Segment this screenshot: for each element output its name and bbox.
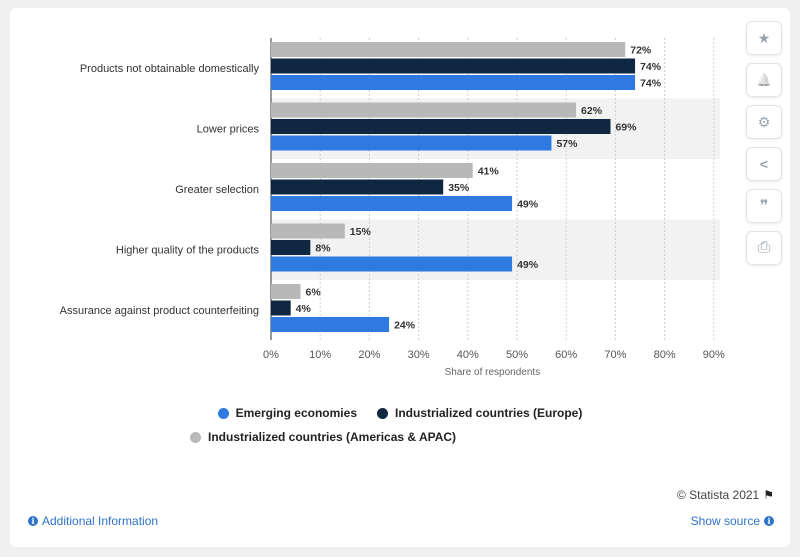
x-tick-label: 40% [457, 349, 479, 361]
show-source-link[interactable]: Show source i [691, 514, 774, 528]
bar [271, 42, 626, 57]
x-axis-title: Share of respondents [445, 367, 541, 378]
bar [271, 75, 636, 90]
data-label: 49% [517, 199, 539, 211]
legend-label-europe: Industrialized countries (Europe) [395, 406, 583, 420]
bar [271, 58, 636, 74]
bell-icon: 🔔 [756, 73, 772, 87]
legend-dot-emerging [217, 407, 229, 419]
data-label: 15% [350, 226, 372, 238]
legend-item-europe[interactable]: Industrialized countries (Europe) [377, 406, 582, 420]
data-label: 62% [581, 105, 603, 117]
bar [271, 102, 577, 118]
info-icon: i [764, 516, 774, 526]
bar [271, 256, 513, 272]
x-tick-label: 0% [263, 349, 279, 361]
quote-icon: ❞ [759, 198, 769, 215]
additional-info-label: Additional Information [42, 514, 159, 528]
data-label: 69% [615, 122, 637, 134]
notification-button[interactable]: 🔔 [746, 63, 782, 97]
gear-icon: ⚙ [757, 113, 771, 130]
print-icon: ⎙ [757, 239, 771, 256]
legend-label-emerging: Emerging economies [235, 406, 357, 420]
bar [271, 119, 611, 134]
legend-row-1: Emerging economies Industrialized countr… [0, 406, 800, 420]
x-tick-label: 60% [555, 349, 577, 361]
data-label: 24% [394, 320, 416, 332]
bar [271, 284, 301, 299]
data-label: 4% [296, 303, 312, 315]
x-tick-label: 80% [654, 349, 676, 361]
bar [271, 163, 473, 178]
x-tick-label: 20% [358, 349, 380, 361]
share-button[interactable]: < [746, 147, 782, 181]
data-label: 41% [478, 166, 500, 178]
bar [271, 317, 390, 332]
data-label: 74% [640, 61, 662, 73]
x-tick-label: 10% [309, 349, 331, 361]
star-icon: ★ [757, 29, 771, 46]
settings-button[interactable]: ⚙ [746, 105, 782, 139]
copyright: © Statista 2021 ⚑ [677, 488, 774, 502]
bar [271, 135, 552, 151]
show-source-label: Show source [690, 514, 760, 528]
category-label: Lower prices [197, 124, 260, 136]
data-label: 74% [640, 78, 662, 90]
data-label: 6% [306, 287, 322, 299]
flag-icon[interactable]: ⚑ [763, 488, 774, 502]
legend-row-2: Industrialized countries (Americas & APA… [0, 430, 800, 444]
bar [271, 223, 345, 239]
category-label: Higher quality of the products [116, 245, 260, 257]
bar [271, 240, 311, 255]
favorite-button[interactable]: ★ [746, 21, 782, 55]
legend-dot-americas [190, 431, 201, 443]
x-tick-label: 90% [703, 349, 725, 361]
legend-dot-europe [377, 407, 388, 419]
category-label: Greater selection [175, 184, 259, 196]
bar [271, 300, 291, 316]
copyright-text: © Statista 2021 [677, 488, 760, 502]
legend-item-americas[interactable]: Industrialized countries (Americas & APA… [190, 430, 456, 444]
x-tick-label: 30% [408, 349, 430, 361]
bar [271, 196, 513, 211]
category-label: Products not obtainable domestically [80, 63, 260, 75]
print-button[interactable]: ⎙ [746, 231, 782, 265]
category-label: Assurance against product counterfeiting [60, 305, 259, 317]
x-tick-label: 50% [506, 349, 528, 361]
data-label: 72% [630, 45, 652, 57]
legend-label-americas: Industrialized countries (Americas & APA… [208, 430, 457, 444]
data-label: 49% [517, 259, 539, 271]
cite-button[interactable]: ❞ [746, 189, 782, 223]
data-label: 8% [315, 243, 331, 255]
share-icon: < [759, 156, 769, 172]
data-label: 57% [556, 138, 578, 150]
legend-item-emerging[interactable]: Emerging economies [217, 406, 357, 420]
bar [271, 179, 444, 195]
data-label: 35% [448, 182, 470, 194]
x-tick-label: 70% [604, 349, 626, 361]
info-icon: i [28, 516, 38, 526]
additional-info-link[interactable]: i Additional Information [28, 514, 158, 528]
